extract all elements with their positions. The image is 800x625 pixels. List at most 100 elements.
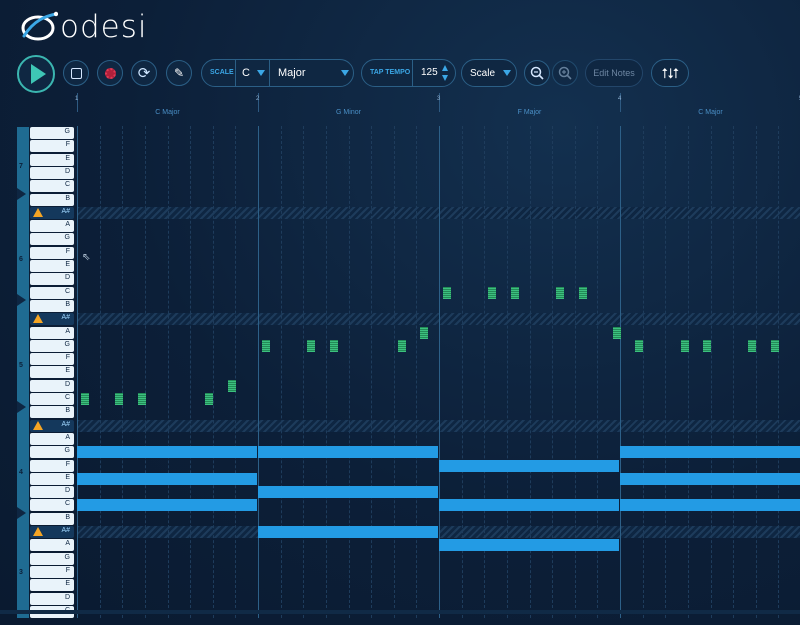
zoom-in-button[interactable] bbox=[524, 60, 550, 86]
view-mode-select[interactable]: Scale bbox=[461, 59, 517, 87]
melody-note[interactable] bbox=[397, 339, 406, 352]
chord-note[interactable] bbox=[620, 472, 800, 485]
melody-note[interactable] bbox=[556, 286, 565, 299]
piano-key[interactable]: B bbox=[30, 406, 74, 419]
chord-label[interactable]: F Major bbox=[517, 109, 542, 116]
piano-key[interactable]: F bbox=[30, 353, 74, 366]
piano-key[interactable]: A bbox=[30, 326, 74, 339]
chevron-down-icon[interactable] bbox=[341, 70, 349, 76]
chord-note[interactable] bbox=[439, 539, 620, 552]
melody-note[interactable] bbox=[137, 393, 146, 405]
piano-key[interactable]: D bbox=[30, 166, 74, 179]
piano-key[interactable]: F bbox=[30, 140, 74, 153]
piano-key[interactable]: E bbox=[30, 472, 74, 485]
piano-key[interactable]: G bbox=[30, 127, 74, 139]
chord-note[interactable] bbox=[258, 446, 439, 459]
octave-strip[interactable]: 4 bbox=[17, 419, 29, 526]
piano-key[interactable]: B bbox=[30, 512, 74, 525]
piano-key[interactable]: A# bbox=[30, 526, 74, 538]
piano-key[interactable]: A bbox=[30, 539, 74, 552]
octave-strip[interactable]: 7 bbox=[17, 127, 29, 207]
horizontal-scrollbar[interactable] bbox=[0, 610, 800, 614]
melody-note[interactable] bbox=[262, 339, 270, 352]
mixer-button[interactable]: ⭡⭣⭡ bbox=[651, 59, 689, 87]
piano-key[interactable]: D bbox=[30, 592, 74, 605]
chord-label[interactable]: C Major bbox=[155, 109, 180, 116]
piano-key[interactable]: C bbox=[30, 286, 74, 299]
piano-key[interactable]: C bbox=[30, 499, 74, 512]
piano-key[interactable]: F bbox=[30, 459, 74, 472]
tempo-down-arrow-icon[interactable] bbox=[442, 75, 448, 81]
piano-key[interactable]: B bbox=[30, 193, 74, 206]
melody-note[interactable] bbox=[578, 286, 587, 299]
tempo-up-arrow-icon[interactable] bbox=[442, 65, 448, 71]
chord-note[interactable] bbox=[77, 446, 258, 459]
pencil-button[interactable]: ✎ bbox=[166, 60, 192, 86]
scale-key-dropdown[interactable]: C bbox=[242, 67, 250, 79]
chord-note[interactable] bbox=[258, 486, 439, 499]
melody-note[interactable] bbox=[680, 339, 689, 352]
piano-key[interactable]: A# bbox=[30, 206, 74, 219]
piano-key[interactable]: C bbox=[30, 180, 74, 193]
piano-key[interactable]: G bbox=[30, 233, 74, 246]
melody-note[interactable] bbox=[510, 286, 519, 299]
piano-key[interactable]: E bbox=[30, 366, 74, 379]
melody-note[interactable] bbox=[228, 379, 237, 392]
octave-strip[interactable]: 6 bbox=[17, 206, 29, 314]
piano-key[interactable]: D bbox=[30, 486, 74, 499]
loop-button[interactable]: ⟳ bbox=[131, 60, 157, 86]
note-grid[interactable] bbox=[77, 126, 800, 618]
melody-note[interactable] bbox=[205, 393, 214, 405]
piano-key[interactable]: F bbox=[30, 246, 74, 259]
melody-note[interactable] bbox=[635, 339, 644, 352]
chevron-down-icon[interactable] bbox=[257, 70, 265, 76]
piano-key[interactable]: D bbox=[30, 379, 74, 392]
melody-note[interactable] bbox=[81, 393, 89, 405]
chord-note[interactable] bbox=[77, 472, 258, 485]
piano-key[interactable]: E bbox=[30, 260, 74, 272]
melody-note[interactable] bbox=[307, 339, 316, 352]
melody-note[interactable] bbox=[443, 286, 451, 299]
piano-key[interactable]: A# bbox=[30, 313, 74, 326]
chord-note[interactable] bbox=[77, 499, 258, 512]
melody-note[interactable] bbox=[488, 286, 497, 299]
stop-button[interactable] bbox=[63, 60, 89, 86]
piano-key[interactable]: D bbox=[30, 273, 74, 286]
play-button[interactable] bbox=[17, 55, 55, 93]
divider bbox=[235, 60, 236, 86]
record-button[interactable] bbox=[97, 60, 123, 86]
chord-note[interactable] bbox=[439, 459, 620, 472]
piano-key[interactable]: F bbox=[30, 565, 74, 578]
chord-note[interactable] bbox=[258, 526, 439, 538]
piano-key[interactable]: A bbox=[30, 220, 74, 233]
chord-label[interactable]: G Minor bbox=[336, 109, 361, 116]
octave-strip[interactable]: 5 bbox=[17, 313, 29, 420]
piano-key[interactable]: E bbox=[30, 153, 74, 166]
piano-key[interactable]: E bbox=[30, 579, 74, 592]
melody-note[interactable] bbox=[420, 326, 429, 339]
edit-notes-button[interactable]: Edit Notes bbox=[585, 59, 643, 87]
zoom-out-button[interactable] bbox=[552, 60, 578, 86]
chord-note[interactable] bbox=[620, 446, 800, 459]
melody-note[interactable] bbox=[612, 326, 621, 339]
chord-note[interactable] bbox=[439, 499, 620, 512]
piano-key[interactable]: B bbox=[30, 299, 74, 312]
melody-note[interactable] bbox=[114, 393, 123, 405]
piano-key[interactable]: A bbox=[30, 432, 74, 445]
melody-note[interactable] bbox=[771, 339, 780, 352]
piano-key[interactable]: C bbox=[30, 393, 74, 405]
octave-strip[interactable]: 3 bbox=[17, 526, 29, 618]
piano-key[interactable]: G bbox=[30, 339, 74, 352]
melody-note[interactable] bbox=[329, 339, 338, 352]
chord-label[interactable]: C Major bbox=[698, 109, 723, 116]
piano-key[interactable]: G bbox=[30, 446, 74, 459]
melody-note[interactable] bbox=[748, 339, 757, 352]
tap-tempo-button[interactable]: TAP TEMPO bbox=[370, 69, 411, 76]
piano-key[interactable]: G bbox=[30, 552, 74, 565]
chord-note[interactable] bbox=[620, 499, 800, 512]
scale-mode-dropdown[interactable]: Major bbox=[278, 67, 306, 79]
piano-key[interactable]: A# bbox=[30, 419, 74, 432]
melody-note[interactable] bbox=[703, 339, 712, 352]
tempo-value[interactable]: 125 bbox=[421, 67, 438, 78]
